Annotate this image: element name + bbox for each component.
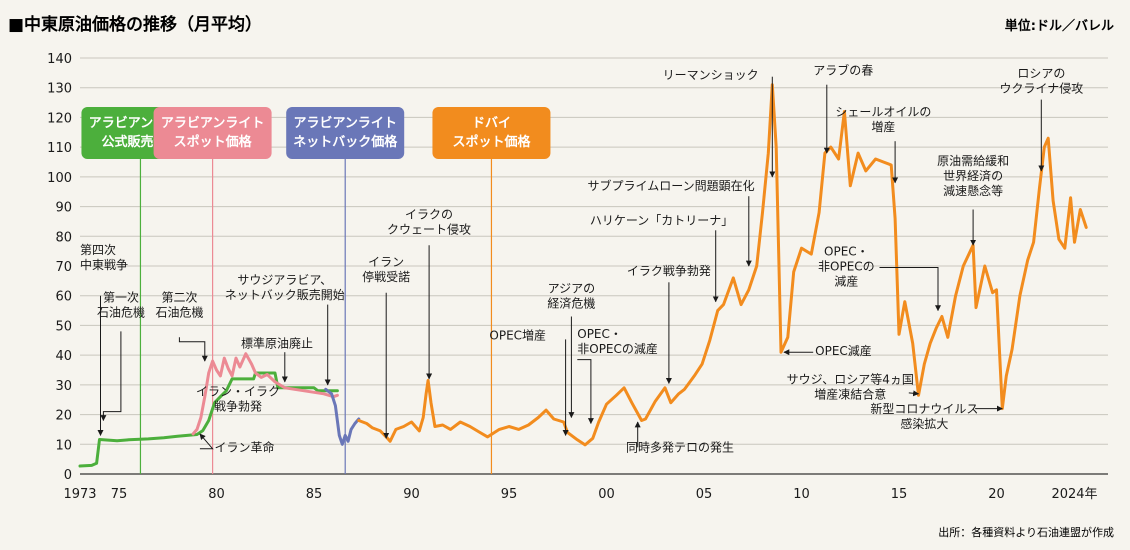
y-tick-label: 130 <box>47 82 72 97</box>
annotation-text: 標準原油廃止 <box>241 336 313 351</box>
annotation-text: アジアの <box>548 282 596 296</box>
annotation-arrow <box>879 267 941 312</box>
x-tick-label: 00 <box>598 487 615 502</box>
annotation-arrow <box>908 390 920 397</box>
x-tick-label: 10 <box>793 487 810 502</box>
series-label-text: アラビアンライト <box>161 115 264 131</box>
annotation-text: ロシアの <box>1017 66 1065 80</box>
annotation-text: 第一次 <box>103 291 139 305</box>
annotation-text: OPEC減産 <box>815 343 872 358</box>
x-tick-label: 2024年 <box>1051 487 1097 502</box>
y-tick-label: 20 <box>55 409 72 424</box>
chart-title: ■中東原油価格の推移（月平均） <box>8 14 262 35</box>
annotation-text: イラク戦争勃発 <box>627 264 711 278</box>
annotation-text: アラブの春 <box>813 62 873 77</box>
x-tick-label: 75 <box>111 487 128 502</box>
series-line <box>324 387 361 446</box>
annotation-text: リーマンショック <box>663 68 759 82</box>
annotation-text: ウクライナ侵攻 <box>999 80 1083 95</box>
series-label-text: スポット価格 <box>452 134 531 150</box>
series-label-box <box>286 107 405 159</box>
annotation-text: 新型コロナウイルス <box>870 401 978 416</box>
annotation-text: サブプライムローン問題顕在化 <box>588 178 755 193</box>
annotation-text: サウジアラビア、 <box>237 273 332 287</box>
annotation-text: 原油需給緩和 <box>937 154 1009 168</box>
annotation-text: 第二次 <box>161 291 197 305</box>
y-axis-ticks: 0 10 20 30 40 50 60 70 80 90 100 110 120 130 140 <box>47 52 72 483</box>
series-label-text: ネットバック価格 <box>293 134 398 150</box>
y-tick-label: 10 <box>55 438 72 453</box>
annotation-text: 戦争勃発 <box>214 399 262 413</box>
annotation-text: クウェート侵攻 <box>387 221 471 236</box>
annotation-text: 感染拡大 <box>900 416 948 431</box>
x-tick-label: 95 <box>501 487 518 502</box>
series-line <box>357 83 1088 447</box>
source-note: 出所：各種資料より石油連盟が作成 <box>938 525 1114 539</box>
annotation-text: イラン革命 <box>215 440 275 455</box>
x-tick-label: 1973 <box>63 487 96 502</box>
y-tick-label: 90 <box>55 201 72 216</box>
annotation-text: 増産凍結合意 <box>814 386 886 401</box>
annotation-text: イラン・イラク <box>196 384 280 398</box>
y-tick-label: 70 <box>55 260 72 275</box>
annotation-text: ネットバック販売開始 <box>225 287 345 302</box>
series-label-text: スポット価格 <box>174 134 253 150</box>
annotation-text: イラクの <box>405 207 453 221</box>
y-tick-label: 0 <box>64 468 72 483</box>
annotation-text: イラン <box>368 255 404 269</box>
annotation-text: シェールオイルの <box>835 105 931 119</box>
annotation-arrow <box>199 433 214 450</box>
annotation-text: OPEC増産 <box>489 327 546 342</box>
annotation-text: 増産 <box>871 119 895 134</box>
y-tick-label: 30 <box>55 379 72 394</box>
annotation-text: 中東戦争 <box>80 257 128 272</box>
series-label-box <box>153 107 272 159</box>
y-tick-label: 140 <box>47 52 72 67</box>
y-tick-label: 40 <box>55 349 72 364</box>
annotations: 第四次中東戦争第一次石油危機第二次石油危機サウジアラビア、ネットバック販売開始標… <box>80 62 1083 454</box>
x-tick-label: 15 <box>891 487 908 502</box>
annotation-text: 減速懸念等 <box>943 183 1003 198</box>
y-tick-label: 60 <box>55 290 72 305</box>
annotation-text: 世界経済の <box>943 168 1003 183</box>
annotation-text: OPEC・ <box>824 245 869 259</box>
annotation-text: 経済危機 <box>547 296 595 311</box>
annotation-text: 非OPECの <box>818 260 875 274</box>
annotation-text: ハリケーン「カトリーナ」 <box>590 213 733 227</box>
annotation-text: 減産 <box>834 274 858 289</box>
series-label-text: ドバイ <box>472 116 511 131</box>
x-tick-label: 20 <box>988 487 1005 502</box>
series-label-box <box>432 107 551 159</box>
y-tick-label: 100 <box>47 171 72 186</box>
series-line <box>191 352 339 436</box>
x-tick-label: 90 <box>403 487 420 502</box>
series-label-boxes: アラビアンライト公式販売価格アラビアンライトスポット価格アラビアンライトネットバ… <box>81 107 551 474</box>
annotation-text: 石油危機 <box>155 305 203 320</box>
annotation-text: 非OPECの減産 <box>577 341 658 356</box>
annotation-text: 第四次 <box>80 243 116 257</box>
annotation-arrow <box>577 359 594 425</box>
x-tick-label: 05 <box>696 487 713 502</box>
annotation-arrow <box>100 331 122 422</box>
x-tick-label: 85 <box>306 487 323 502</box>
x-tick-label: 80 <box>208 487 225 502</box>
series-lines <box>78 83 1088 468</box>
unit-label: 単位:ドル／バレル <box>1005 18 1114 34</box>
annotation-text: 停戦受諾 <box>362 269 410 284</box>
annotation-text: 石油危機 <box>97 305 145 320</box>
y-tick-label: 120 <box>47 111 72 126</box>
annotation-text: OPEC・ <box>577 327 622 341</box>
annotation-text: サウジ、ロシア等4ヵ国 <box>787 372 914 386</box>
series-label-text: アラビアンライト <box>293 115 396 131</box>
y-tick-label: 110 <box>47 141 72 156</box>
x-axis-ticks: 1973 75 80 85 90 95 00 05 10 15 20 2024年 <box>63 487 1097 502</box>
y-tick-label: 80 <box>55 230 72 245</box>
annotation-arrow <box>178 337 208 362</box>
series-line <box>78 371 339 468</box>
y-tick-label: 50 <box>55 319 72 334</box>
annotation-text: 同時多発テロの発生 <box>626 441 734 455</box>
